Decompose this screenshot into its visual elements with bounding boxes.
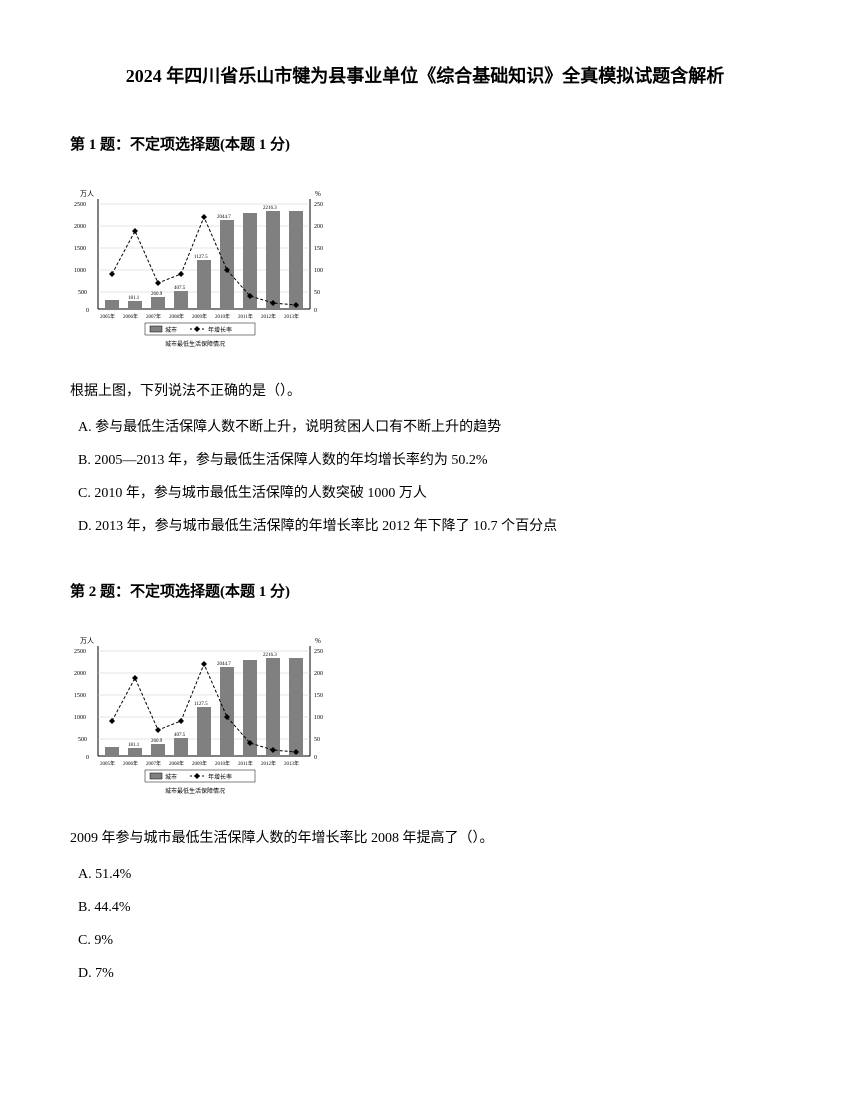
svg-text:2044.7: 2044.7 <box>217 662 231 667</box>
svg-text:2012年: 2012年 <box>261 760 276 767</box>
svg-text:181.1: 181.1 <box>128 296 140 301</box>
svg-text:城市: 城市 <box>165 326 177 334</box>
svg-text:2010年: 2010年 <box>215 760 230 767</box>
svg-text:200: 200 <box>314 671 323 677</box>
svg-text:年增长率: 年增长率 <box>208 773 232 781</box>
svg-text:2013年: 2013年 <box>284 313 299 320</box>
svg-text:407.5: 407.5 <box>174 286 186 291</box>
svg-text:181.1: 181.1 <box>128 743 140 748</box>
svg-text:2009年: 2009年 <box>192 313 207 320</box>
svg-text:1000: 1000 <box>74 268 86 274</box>
svg-text:城市最低生活保障情况: 城市最低生活保障情况 <box>165 340 225 348</box>
svg-text:500: 500 <box>78 290 87 296</box>
svg-text:2000: 2000 <box>74 224 86 230</box>
svg-text:1127.5: 1127.5 <box>194 702 208 707</box>
svg-text:2216.3: 2216.3 <box>263 206 277 211</box>
chart-2-svg: 万人 % 2500 2000 1500 1000 500 0 250 200 1… <box>70 631 330 801</box>
svg-text:150: 150 <box>314 246 323 252</box>
svg-text:年增长率: 年增长率 <box>208 326 232 334</box>
question-1-header: 第 1 题：不定项选择题(本题 1 分) <box>70 132 780 159</box>
svg-text:2011年: 2011年 <box>238 760 253 767</box>
question-2-header: 第 2 题：不定项选择题(本题 1 分) <box>70 579 780 606</box>
svg-text:250: 250 <box>314 649 323 655</box>
document-title: 2024 年四川省乐山市犍为县事业单位《综合基础知识》全真模拟试题含解析 <box>70 60 780 92</box>
question-2-option-d: D. 7% <box>70 961 780 986</box>
svg-text:城市: 城市 <box>165 773 177 781</box>
svg-text:0: 0 <box>314 755 317 761</box>
svg-text:2010年: 2010年 <box>215 313 230 320</box>
svg-text:260.9: 260.9 <box>151 739 163 744</box>
svg-text:100: 100 <box>314 268 323 274</box>
chart-2: 万人 % 2500 2000 1500 1000 500 0 250 200 1… <box>70 631 330 801</box>
svg-text:100: 100 <box>314 715 323 721</box>
svg-text:1500: 1500 <box>74 693 86 699</box>
svg-text:%: % <box>315 637 321 645</box>
svg-text:2011年: 2011年 <box>238 313 253 320</box>
svg-text:2006年: 2006年 <box>123 313 138 320</box>
svg-text:2007年: 2007年 <box>146 760 161 767</box>
question-2-option-c: C. 9% <box>70 928 780 953</box>
svg-text:250: 250 <box>314 202 323 208</box>
chart-1-svg: 万人 % 2500 2000 1500 1000 500 0 250 200 1… <box>70 184 330 354</box>
svg-text:2500: 2500 <box>74 202 86 208</box>
question-1-text: 根据上图，下列说法不正确的是（）。 <box>70 379 780 404</box>
svg-text:50: 50 <box>314 737 320 743</box>
question-1-option-d: D. 2013 年，参与城市最低生活保障的年增长率比 2012 年下降了 10.… <box>70 514 780 539</box>
svg-text:1500: 1500 <box>74 246 86 252</box>
question-2-block: 第 2 题：不定项选择题(本题 1 分) 万人 % 2500 2000 1500… <box>70 579 780 986</box>
svg-text:1000: 1000 <box>74 715 86 721</box>
question-2-text: 2009 年参与城市最低生活保障人数的年增长率比 2008 年提高了（）。 <box>70 826 780 851</box>
svg-text:2005年: 2005年 <box>100 313 115 320</box>
svg-text:150: 150 <box>314 693 323 699</box>
y-right-label: % <box>315 190 321 198</box>
question-2-option-a: A. 51.4% <box>70 862 780 887</box>
svg-text:500: 500 <box>78 737 87 743</box>
svg-text:0: 0 <box>314 308 317 314</box>
svg-text:2216.3: 2216.3 <box>263 653 277 658</box>
svg-text:2009年: 2009年 <box>192 760 207 767</box>
svg-text:城市最低生活保障情况: 城市最低生活保障情况 <box>165 787 225 795</box>
svg-text:2500: 2500 <box>74 649 86 655</box>
svg-text:万人: 万人 <box>80 637 94 645</box>
svg-text:2044.7: 2044.7 <box>217 215 231 220</box>
svg-text:50: 50 <box>314 290 320 296</box>
svg-text:2012年: 2012年 <box>261 313 276 320</box>
y-left-label: 万人 <box>80 190 94 198</box>
svg-text:2013年: 2013年 <box>284 760 299 767</box>
question-1-option-c: C. 2010 年，参与城市最低生活保障的人数突破 1000 万人 <box>70 481 780 506</box>
svg-text:2008年: 2008年 <box>169 313 184 320</box>
question-1-option-a: A. 参与最低生活保障人数不断上升，说明贫困人口有不断上升的趋势 <box>70 415 780 440</box>
svg-text:2008年: 2008年 <box>169 760 184 767</box>
chart-1: 万人 % 2500 2000 1500 1000 500 0 250 200 1… <box>70 184 330 354</box>
svg-text:260.9: 260.9 <box>151 292 163 297</box>
svg-text:1127.5: 1127.5 <box>194 255 208 260</box>
svg-text:407.5: 407.5 <box>174 733 186 738</box>
svg-text:2000: 2000 <box>74 671 86 677</box>
question-2-option-b: B. 44.4% <box>70 895 780 920</box>
svg-text:2007年: 2007年 <box>146 313 161 320</box>
svg-text:200: 200 <box>314 224 323 230</box>
svg-text:0: 0 <box>86 308 89 314</box>
svg-text:0: 0 <box>86 755 89 761</box>
svg-text:2006年: 2006年 <box>123 760 138 767</box>
question-1-block: 第 1 题：不定项选择题(本题 1 分) 万人 % 2500 2000 1500… <box>70 132 780 539</box>
svg-text:2005年: 2005年 <box>100 760 115 767</box>
question-1-option-b: B. 2005—2013 年，参与最低生活保障人数的年均增长率约为 50.2% <box>70 448 780 473</box>
